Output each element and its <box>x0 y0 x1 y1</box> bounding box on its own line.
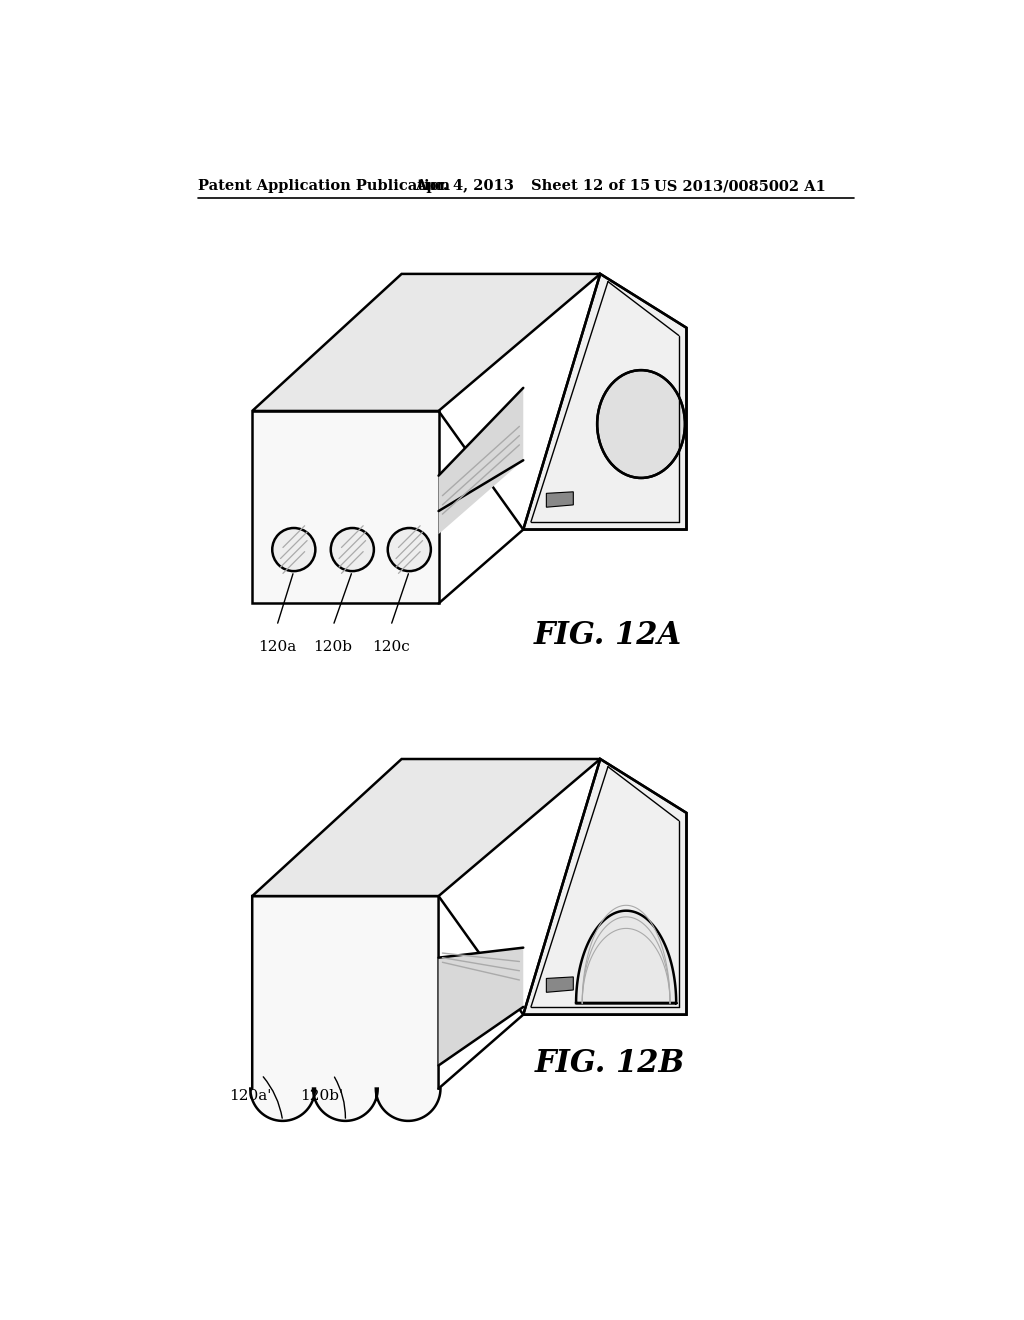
Ellipse shape <box>597 370 685 478</box>
Text: 120b: 120b <box>313 640 352 653</box>
Polygon shape <box>547 977 573 993</box>
Text: Patent Application Publication: Patent Application Publication <box>199 180 451 193</box>
Polygon shape <box>252 411 438 603</box>
Circle shape <box>388 528 431 572</box>
Text: Sheet 12 of 15: Sheet 12 of 15 <box>531 180 650 193</box>
Polygon shape <box>547 492 573 507</box>
Polygon shape <box>523 275 686 529</box>
Circle shape <box>272 528 315 572</box>
Text: US 2013/0085002 A1: US 2013/0085002 A1 <box>654 180 826 193</box>
Text: Apr. 4, 2013: Apr. 4, 2013 <box>416 180 514 193</box>
Polygon shape <box>252 759 600 896</box>
Text: FIG. 12A: FIG. 12A <box>534 620 682 651</box>
Text: 120b': 120b' <box>300 1089 343 1102</box>
Text: 120c: 120c <box>372 640 410 653</box>
Polygon shape <box>252 275 600 411</box>
Circle shape <box>331 528 374 572</box>
Polygon shape <box>438 948 523 1065</box>
Polygon shape <box>250 896 440 1121</box>
Polygon shape <box>523 759 686 1015</box>
Polygon shape <box>577 911 676 1003</box>
Text: 120a: 120a <box>258 640 296 653</box>
Polygon shape <box>438 388 523 535</box>
Text: 120a': 120a' <box>228 1089 271 1102</box>
Text: FIG. 12B: FIG. 12B <box>535 1048 685 1078</box>
